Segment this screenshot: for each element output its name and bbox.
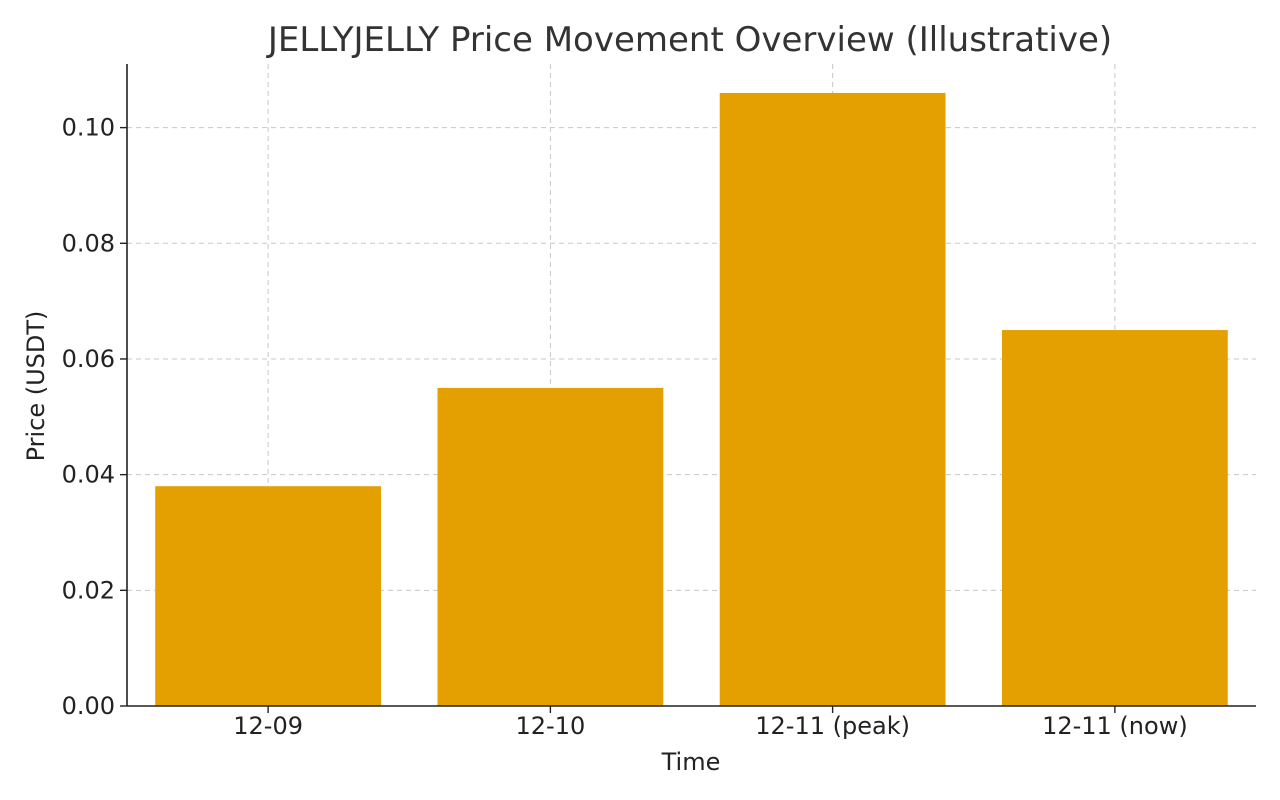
y-tick-label: 0.02 — [62, 576, 115, 604]
y-tick-label: 0.08 — [62, 229, 115, 257]
bar-12-11-now — [1001, 330, 1228, 706]
y-tick-label: 0.10 — [62, 114, 115, 142]
bar-12-11-peak — [719, 92, 946, 706]
x-axis-label: Time — [661, 748, 721, 776]
x-tick-label: 12-09 — [233, 712, 303, 740]
y-tick-label: 0.00 — [62, 692, 115, 720]
bars-layer — [155, 92, 1228, 706]
bar-12-09 — [155, 486, 382, 706]
x-tick-label: 12-10 — [516, 712, 586, 740]
ticks-layer: 0.00 0.02 0.04 0.06 0.08 0.10 12-09 12-10 12-11 … — [62, 114, 1188, 740]
axes-layer — [126, 64, 1256, 707]
x-tick-label: 12-11 (now) — [1042, 712, 1188, 740]
y-axis-label: Price (USDT) — [22, 311, 50, 462]
chart-title: JELLYJELLY Price Movement Overview (Illu… — [266, 20, 1112, 60]
y-tick-label: 0.04 — [62, 461, 115, 489]
bar-12-10 — [437, 387, 664, 706]
y-tick-label: 0.06 — [62, 345, 115, 373]
x-tick-label: 12-11 (peak) — [755, 712, 910, 740]
